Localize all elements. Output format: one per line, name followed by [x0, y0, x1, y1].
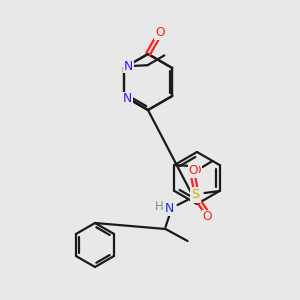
Text: H: H: [155, 200, 164, 214]
Text: O: O: [155, 26, 165, 38]
Text: O: O: [192, 164, 201, 176]
Text: O: O: [203, 211, 212, 224]
Text: N: N: [123, 92, 132, 106]
Text: N: N: [165, 202, 174, 215]
Text: O: O: [189, 164, 198, 178]
Text: N: N: [124, 59, 134, 73]
Text: S: S: [191, 188, 200, 202]
